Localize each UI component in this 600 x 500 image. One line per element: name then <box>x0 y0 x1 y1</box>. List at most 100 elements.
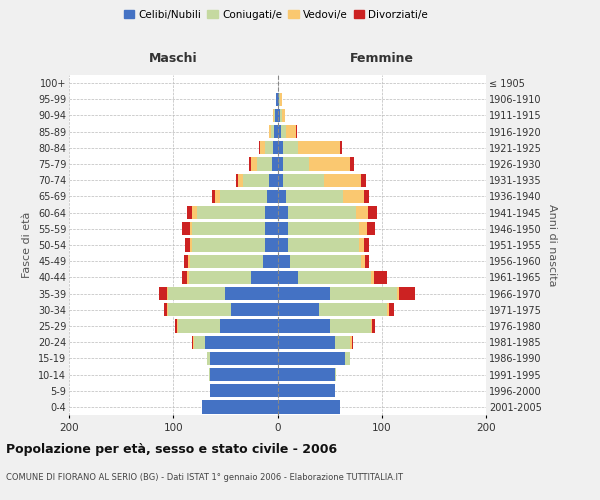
Bar <box>190 222 192 235</box>
Bar <box>230 303 277 316</box>
Bar <box>373 320 376 332</box>
Bar <box>267 190 277 203</box>
Bar <box>158 287 167 300</box>
Bar <box>356 206 368 220</box>
Y-axis label: Anni di nascita: Anni di nascita <box>547 204 557 286</box>
Bar <box>192 336 193 349</box>
Bar <box>277 125 281 138</box>
Bar <box>371 320 373 332</box>
Bar <box>251 270 277 284</box>
Bar <box>283 158 309 170</box>
Bar <box>269 174 277 187</box>
Bar <box>325 174 361 187</box>
Bar <box>286 125 296 138</box>
Bar <box>202 400 277 413</box>
Bar <box>184 254 188 268</box>
Bar <box>277 303 319 316</box>
Text: Maschi: Maschi <box>149 52 197 66</box>
Bar <box>190 254 263 268</box>
Bar <box>188 254 190 268</box>
Bar <box>340 141 342 154</box>
Bar <box>277 400 340 413</box>
Bar <box>335 336 350 349</box>
Bar <box>361 254 365 268</box>
Bar <box>277 336 335 349</box>
Text: Popolazione per età, sesso e stato civile - 2006: Popolazione per età, sesso e stato civil… <box>6 442 337 456</box>
Bar <box>187 270 189 284</box>
Bar <box>265 141 274 154</box>
Bar <box>277 352 345 365</box>
Bar <box>277 92 278 106</box>
Bar <box>352 336 353 349</box>
Bar <box>243 174 269 187</box>
Bar <box>167 287 168 300</box>
Bar <box>400 287 415 300</box>
Bar <box>397 287 400 300</box>
Bar <box>210 384 277 398</box>
Bar <box>368 206 377 220</box>
Bar <box>251 158 257 170</box>
Bar <box>272 158 277 170</box>
Bar <box>257 158 272 170</box>
Bar <box>290 254 361 268</box>
Bar <box>192 222 265 235</box>
Bar <box>281 109 285 122</box>
Bar <box>167 303 168 316</box>
Bar <box>175 320 178 332</box>
Bar <box>361 174 366 187</box>
Bar <box>193 336 194 349</box>
Bar <box>271 125 274 138</box>
Bar <box>277 254 290 268</box>
Y-axis label: Fasce di età: Fasce di età <box>22 212 32 278</box>
Bar <box>192 206 197 220</box>
Bar <box>220 190 267 203</box>
Bar <box>236 174 238 187</box>
Bar <box>194 336 205 349</box>
Bar <box>259 141 260 154</box>
Bar <box>288 206 356 220</box>
Bar <box>329 320 371 332</box>
Bar <box>283 141 298 154</box>
Bar <box>190 238 192 252</box>
Bar <box>168 287 226 300</box>
Bar <box>260 141 265 154</box>
Bar <box>277 368 335 381</box>
Bar <box>210 352 277 365</box>
Bar <box>220 320 277 332</box>
Bar <box>277 384 335 398</box>
Bar <box>367 222 376 235</box>
Bar <box>335 368 336 381</box>
Bar <box>269 125 271 138</box>
Bar <box>343 190 364 203</box>
Bar <box>277 206 288 220</box>
Bar <box>277 238 288 252</box>
Bar <box>298 270 371 284</box>
Bar <box>226 287 277 300</box>
Bar <box>263 254 277 268</box>
Bar <box>278 92 280 106</box>
Bar <box>280 92 281 106</box>
Bar <box>286 190 343 203</box>
Bar <box>288 238 359 252</box>
Bar <box>275 109 277 122</box>
Bar <box>215 190 220 203</box>
Bar <box>387 303 389 316</box>
Bar <box>277 320 329 332</box>
Bar <box>185 238 190 252</box>
Bar <box>192 238 265 252</box>
Bar <box>298 141 340 154</box>
Bar <box>212 190 215 203</box>
Text: Femmine: Femmine <box>350 52 414 66</box>
Bar <box>277 158 283 170</box>
Bar <box>197 206 265 220</box>
Bar <box>389 303 394 316</box>
Bar <box>277 270 298 284</box>
Bar <box>265 238 277 252</box>
Bar <box>359 222 367 235</box>
Bar <box>350 336 352 349</box>
Bar <box>277 190 286 203</box>
Bar <box>277 109 280 122</box>
Bar <box>281 125 286 138</box>
Bar <box>365 254 369 268</box>
Bar <box>374 270 387 284</box>
